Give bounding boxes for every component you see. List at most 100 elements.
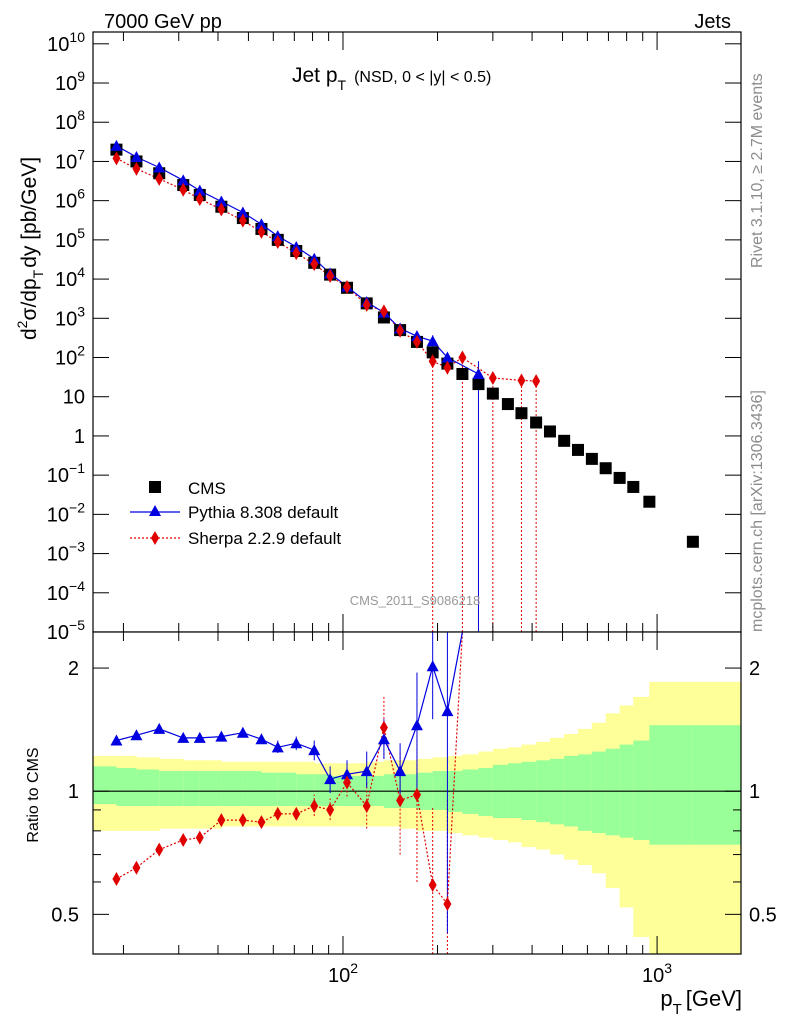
y-tick-label: 105	[55, 225, 85, 252]
legend-sherpa-label: Sherpa 2.2.9 default	[188, 529, 341, 548]
sherpa-ratio-point	[292, 806, 301, 821]
pythia-ratio-point	[410, 719, 423, 731]
green-band-bin	[136, 769, 160, 807]
pythia-point	[153, 161, 166, 173]
sherpa-ratio-point	[273, 806, 282, 821]
ylabel-dy: dy [pb/GeV]	[18, 157, 41, 268]
sherpa-point	[179, 182, 188, 197]
cms-point	[558, 434, 571, 447]
plot-title-condition: (NSD, 0 < |y| < 0.5)	[354, 69, 491, 86]
y-tick-label: 10	[63, 387, 85, 409]
y-tick-label: 10−3	[47, 539, 85, 566]
ratio-ylabel: Ratio to CMS	[25, 747, 42, 842]
cms-point	[456, 367, 469, 380]
cms-point	[686, 535, 699, 548]
y-tick-label: 1	[68, 781, 79, 803]
pythia-ratio-point	[394, 765, 407, 777]
x-tick-label: 102	[328, 960, 358, 987]
cms-point	[486, 387, 499, 400]
sherpa-point	[326, 268, 335, 283]
sherpa-point	[132, 161, 141, 176]
pythia-ratio-point	[290, 737, 303, 749]
cms-point	[613, 471, 626, 484]
ratio-data-layer	[110, 631, 463, 954]
pythia-ratio-point	[341, 768, 354, 780]
sherpa-point	[273, 235, 282, 250]
green-band-bin	[432, 771, 448, 810]
x-axis-label: pT [GeV]	[660, 986, 742, 1018]
y-tick-label: 107	[55, 146, 85, 173]
sherpa-point	[532, 374, 541, 389]
green-band-bin	[242, 771, 262, 807]
sherpa-point	[155, 171, 164, 186]
sherpa-point	[488, 371, 497, 386]
sherpa-ratio-point	[396, 793, 405, 808]
y-tick-label: 10−1	[47, 460, 85, 487]
ratio-uncertainty-bands	[93, 681, 742, 954]
green-band-bin	[261, 772, 279, 807]
spectrum-ylabel: d2σ/dpTdy [pb/GeV]	[14, 157, 46, 340]
cms-point	[599, 462, 612, 475]
ratio-axis-ticks: 2 2 1 1 0.5 0.5	[51, 632, 777, 955]
sherpa-point	[257, 224, 266, 239]
plot-title-subscript: T	[338, 77, 347, 93]
sherpa-point	[292, 246, 301, 261]
sherpa-point	[217, 202, 226, 217]
pythia-point	[110, 139, 123, 151]
green-band-bin	[221, 771, 244, 807]
y-tick-label: 106	[55, 186, 85, 213]
green-band-bin	[577, 754, 593, 831]
cms-point	[472, 378, 485, 391]
sherpa-point	[238, 213, 247, 228]
analysis-watermark: CMS_2011_S9086218	[350, 593, 481, 608]
pythia-ratio-point	[215, 730, 228, 742]
cms-point	[571, 443, 584, 456]
sherpa-ratio-point	[428, 877, 437, 892]
sherpa-ratio-point	[217, 813, 226, 828]
y-tick-label: 1	[74, 426, 85, 448]
sherpa-point	[428, 354, 437, 369]
sherpa-ratio-point	[132, 860, 141, 875]
pythia-point	[177, 174, 190, 186]
cms-point	[515, 407, 528, 420]
y-tick-label: 2	[68, 658, 79, 680]
green-band-bin	[159, 771, 184, 807]
green-band-bin	[296, 774, 315, 807]
sherpa-ratio-point	[310, 799, 319, 814]
ylabel-sigma: σ/dp	[18, 278, 41, 320]
y-tick-label: 104	[55, 264, 85, 291]
sherpa-point	[412, 334, 421, 349]
header-left: 7000 GeV pp	[104, 11, 222, 33]
plot-title: Jet pT (NSD, 0 < |y| < 0.5)	[292, 64, 491, 93]
pythia-point	[193, 184, 206, 196]
sherpa-ratio-point	[195, 830, 204, 845]
sherpa-ratio-point	[112, 872, 121, 887]
pythia-ratio-point	[441, 705, 454, 717]
sherpa-ratio-point	[343, 775, 352, 790]
pythia-ratio-point	[377, 733, 390, 745]
green-band-bin	[633, 740, 650, 840]
y-tick-label: 10−2	[47, 499, 85, 526]
legend-sherpa-marker	[151, 531, 159, 545]
sherpa-ratio-point	[257, 815, 266, 830]
green-band-bin	[116, 767, 137, 807]
pythia-point	[472, 367, 485, 379]
y-tick-label: 108	[55, 107, 85, 134]
mcplots-reference-label: mcplots.cern.ch [arXiv:1306.3436]	[749, 390, 766, 632]
legend-pythia-marker	[149, 505, 161, 516]
cms-point	[627, 480, 640, 493]
pythia-ratio-point	[271, 741, 284, 753]
legend: CMS Pythia 8.308 default Sherpa 2.2.9 de…	[130, 479, 341, 548]
spectrum-panel: 101010910810710610510410310210110−110−21…	[14, 29, 742, 644]
x-tick-labels: 102 103	[328, 960, 672, 987]
cms-point	[530, 416, 543, 429]
ylabel-sup: 2	[14, 320, 30, 328]
pythia-ratio-point	[255, 733, 268, 745]
sherpa-point	[379, 304, 388, 319]
sherpa-ratio-point	[362, 799, 371, 814]
green-band-bin	[692, 725, 742, 845]
sherpa-ratio-point	[238, 813, 247, 828]
green-band-bin	[478, 767, 494, 816]
green-band-bin	[183, 771, 201, 807]
ylabel-d: d	[18, 328, 41, 340]
